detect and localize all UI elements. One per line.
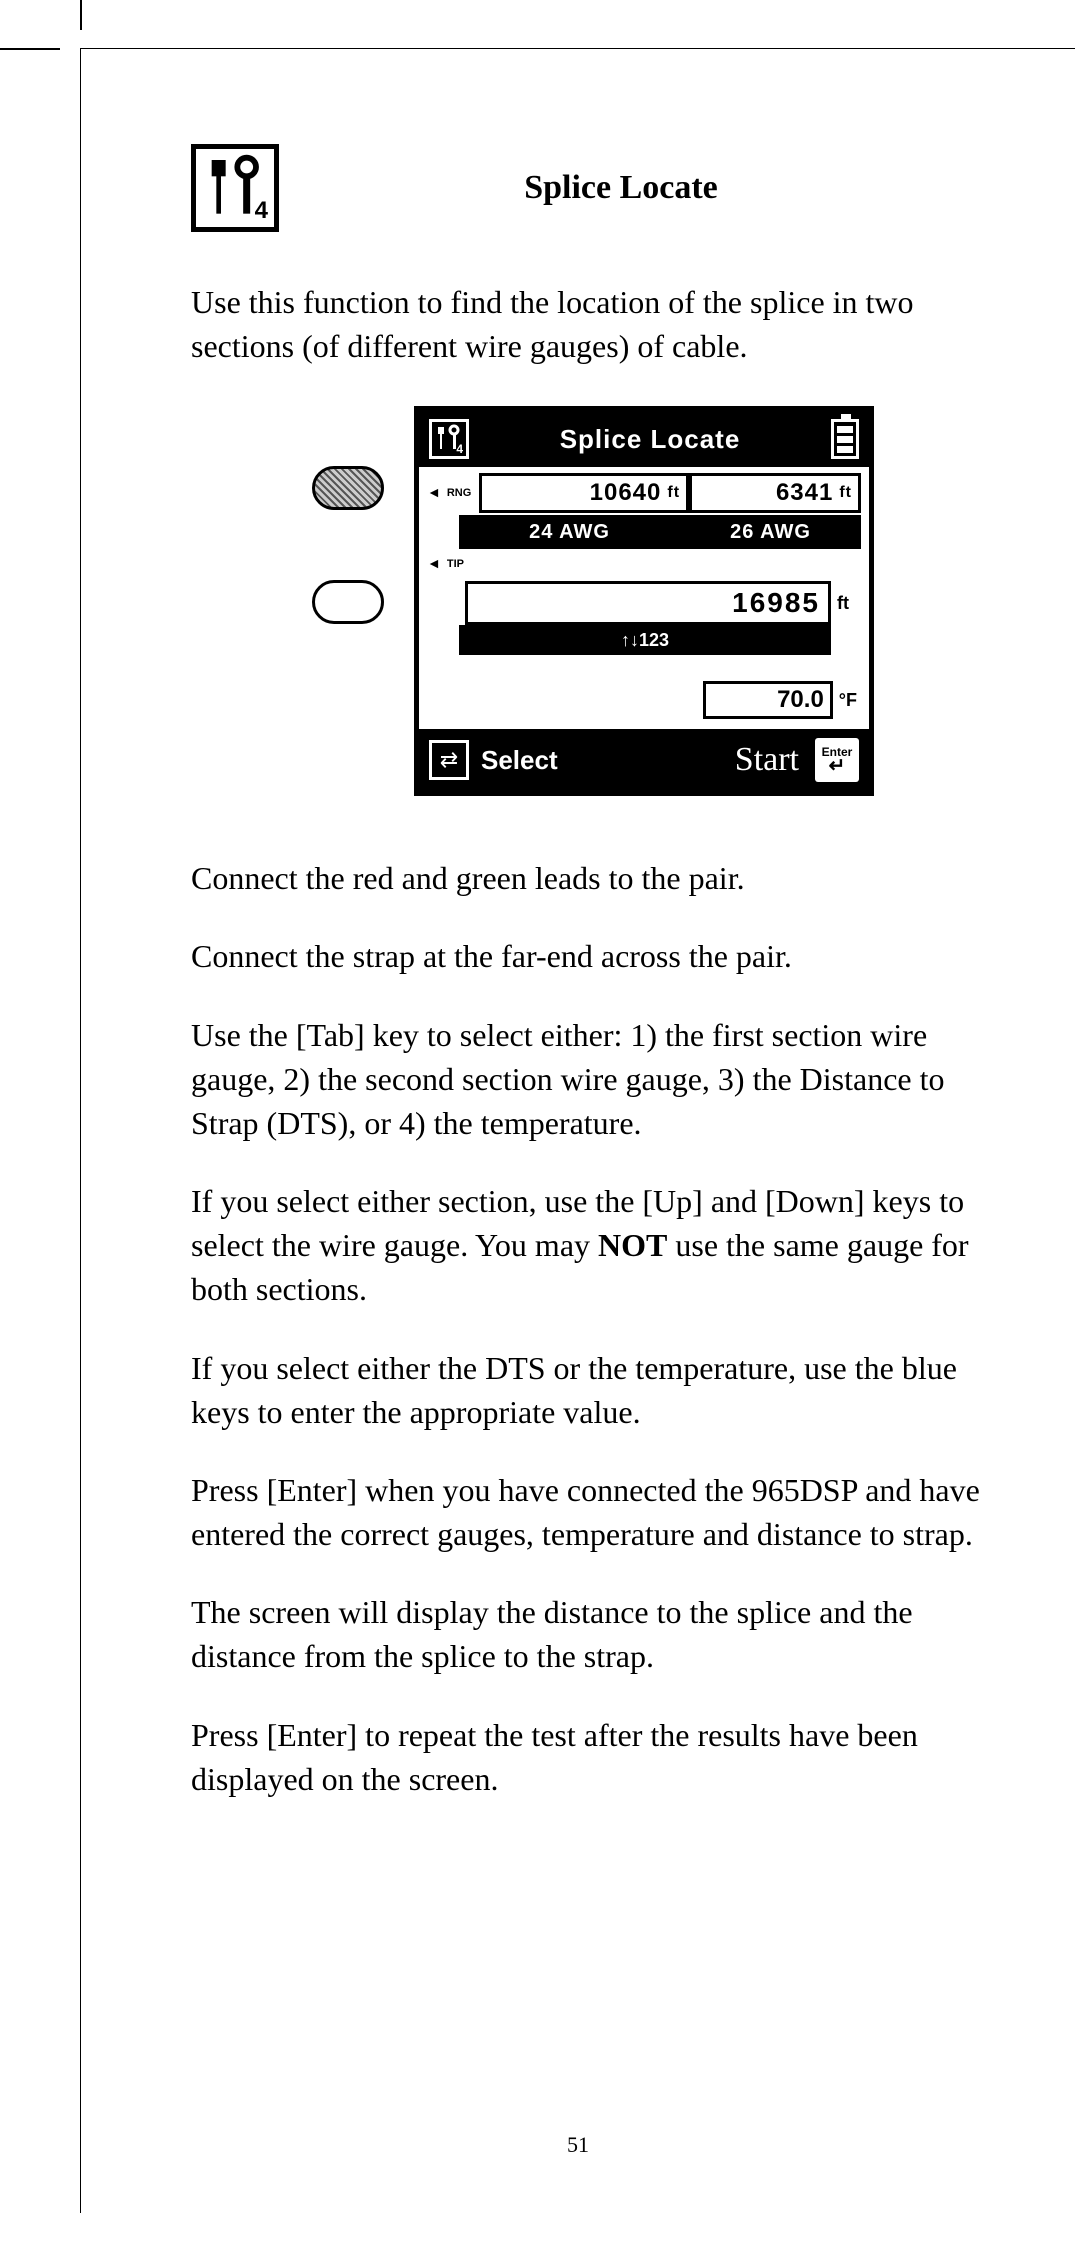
enter-arrow-icon: ↵ — [829, 758, 846, 774]
screen-title: Splice Locate — [479, 424, 821, 455]
enter-key-icon: Enter ↵ — [815, 738, 859, 782]
tab-swap-icon: ⇄ — [429, 740, 469, 780]
toolbox-icon: 4 — [191, 144, 279, 232]
hardware-button-top — [312, 466, 384, 510]
intro-text: Use this function to find the location o… — [191, 280, 995, 368]
instructions: Connect the red and green leads to the p… — [191, 856, 995, 1801]
instruction-p8: Press [Enter] to repeat the test after t… — [191, 1713, 995, 1801]
section2-gauge: 26 AWG — [680, 515, 861, 549]
seg2-value: 6341 — [776, 479, 833, 507]
intro-paragraph: Use this function to find the location o… — [191, 280, 995, 368]
tip-row: TIP — [427, 555, 861, 573]
temp-unit: °F — [839, 690, 857, 711]
temp-value: 70.0 — [777, 686, 824, 714]
dts-row: 16985 ft — [427, 581, 861, 625]
dts-value-box: 16985 — [465, 581, 831, 625]
seg1-unit: ft — [667, 484, 680, 502]
page-title: Splice Locate — [247, 169, 995, 207]
seg1-value: 10640 — [590, 479, 662, 507]
icon-subscript: 4 — [456, 442, 463, 456]
document-page: 4 Splice Locate Use this function to fin… — [80, 48, 1075, 2213]
screen-footer: ⇄ Select Start Enter ↵ — [419, 729, 869, 791]
p4-emphasis: NOT — [598, 1227, 667, 1263]
section2-distance: 6341 ft — [689, 473, 861, 513]
instruction-p1: Connect the red and green leads to the p… — [191, 856, 995, 900]
temperature-row: 70.0 °F — [427, 681, 861, 719]
rng-label: RNG — [447, 487, 475, 499]
arrow-left-icon — [427, 555, 443, 573]
select-label: Select — [481, 745, 558, 776]
awg-row: 24 AWG 26 AWG — [427, 515, 861, 549]
tip-label: TIP — [447, 558, 475, 570]
hardware-button-bottom — [312, 580, 384, 624]
section1-gauge: 24 AWG — [459, 515, 680, 549]
icon-subscript: 4 — [255, 197, 268, 225]
start-label: Start — [570, 741, 803, 779]
crop-mark — [80, 0, 82, 30]
page-number: 51 — [81, 2132, 1075, 2158]
crop-mark — [0, 48, 60, 50]
lcd-screen: 4 Splice Locate RNG 10640 ft — [414, 406, 874, 796]
rng-row: RNG 10640 ft 6341 ft — [427, 473, 861, 513]
instruction-p4: If you select either section, use the [U… — [191, 1179, 995, 1311]
edit-hint-bar: ↑↓123 — [459, 625, 831, 655]
screen-body: RNG 10640 ft 6341 ft 24 AWG 26 A — [419, 467, 869, 729]
seg2-unit: ft — [839, 484, 852, 502]
page-header: 4 Splice Locate — [191, 144, 995, 232]
temperature-box: 70.0 — [703, 681, 833, 719]
screen-titlebar: 4 Splice Locate — [419, 411, 869, 467]
dts-unit: ft — [837, 593, 861, 614]
edit-hint: ↑↓123 — [621, 630, 669, 651]
section1-distance: 10640 ft — [479, 473, 689, 513]
side-buttons — [312, 466, 384, 624]
arrow-left-icon — [427, 484, 443, 502]
device-screenshot: 4 Splice Locate RNG 10640 ft — [191, 406, 995, 796]
instruction-p7: The screen will display the distance to … — [191, 1590, 995, 1678]
instruction-p5: If you select either the DTS or the temp… — [191, 1346, 995, 1434]
instruction-p2: Connect the strap at the far-end across … — [191, 934, 995, 978]
instruction-p6: Press [Enter] when you have connected th… — [191, 1468, 995, 1556]
instruction-p3: Use the [Tab] key to select either: 1) t… — [191, 1013, 995, 1145]
toolbox-icon: 4 — [429, 419, 469, 459]
dts-value: 16985 — [732, 587, 820, 619]
battery-icon — [831, 419, 859, 459]
